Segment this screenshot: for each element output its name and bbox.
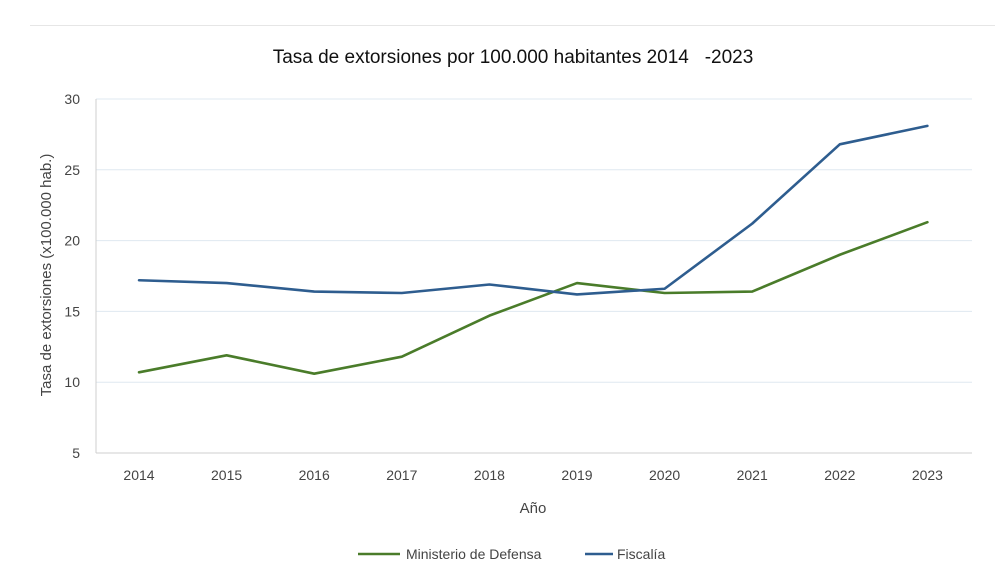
legend-label: Ministerio de Defensa bbox=[406, 546, 542, 562]
x-tick-label: 2014 bbox=[123, 467, 154, 483]
x-tick-label: 2020 bbox=[649, 467, 680, 483]
x-axis-ticks: 2014 2015 2016 2017 2018 2019 2020 2021 2022 2023 bbox=[123, 467, 943, 483]
legend-label: Fiscalía bbox=[617, 546, 665, 562]
y-tick-label: 5 bbox=[72, 445, 80, 461]
series-line-ministerio-de-defensa bbox=[137, 220, 929, 376]
y-tick-label: 15 bbox=[64, 303, 80, 319]
y-tick-label: 30 bbox=[64, 91, 80, 107]
top-divider bbox=[30, 25, 995, 26]
x-axis-label: Año bbox=[520, 500, 547, 517]
x-tick-label: 2016 bbox=[299, 467, 330, 483]
x-tick-label: 2015 bbox=[211, 467, 242, 483]
y-axis-ticks: 5 10 15 20 25 30 bbox=[64, 91, 80, 461]
y-axis-label: Tasa de extorsiones (x100.000 hab.) bbox=[38, 154, 55, 397]
gridlines bbox=[95, 98, 972, 454]
x-tick-label: 2019 bbox=[561, 467, 592, 483]
y-tick-label: 25 bbox=[64, 162, 80, 178]
chart-title: Tasa de extorsiones por 100.000 habitant… bbox=[273, 47, 754, 68]
x-tick-label: 2023 bbox=[912, 467, 943, 483]
x-tick-label: 2018 bbox=[474, 467, 505, 483]
y-tick-label: 20 bbox=[64, 233, 80, 249]
y-tick-label: 10 bbox=[64, 374, 80, 390]
legend: Ministerio de Defensa Fiscalía bbox=[358, 546, 665, 562]
x-tick-label: 2022 bbox=[824, 467, 855, 483]
x-tick-label: 2017 bbox=[386, 467, 417, 483]
series-lines bbox=[137, 124, 929, 376]
x-tick-label: 2021 bbox=[737, 467, 768, 483]
series-line-fiscalia bbox=[137, 124, 929, 296]
